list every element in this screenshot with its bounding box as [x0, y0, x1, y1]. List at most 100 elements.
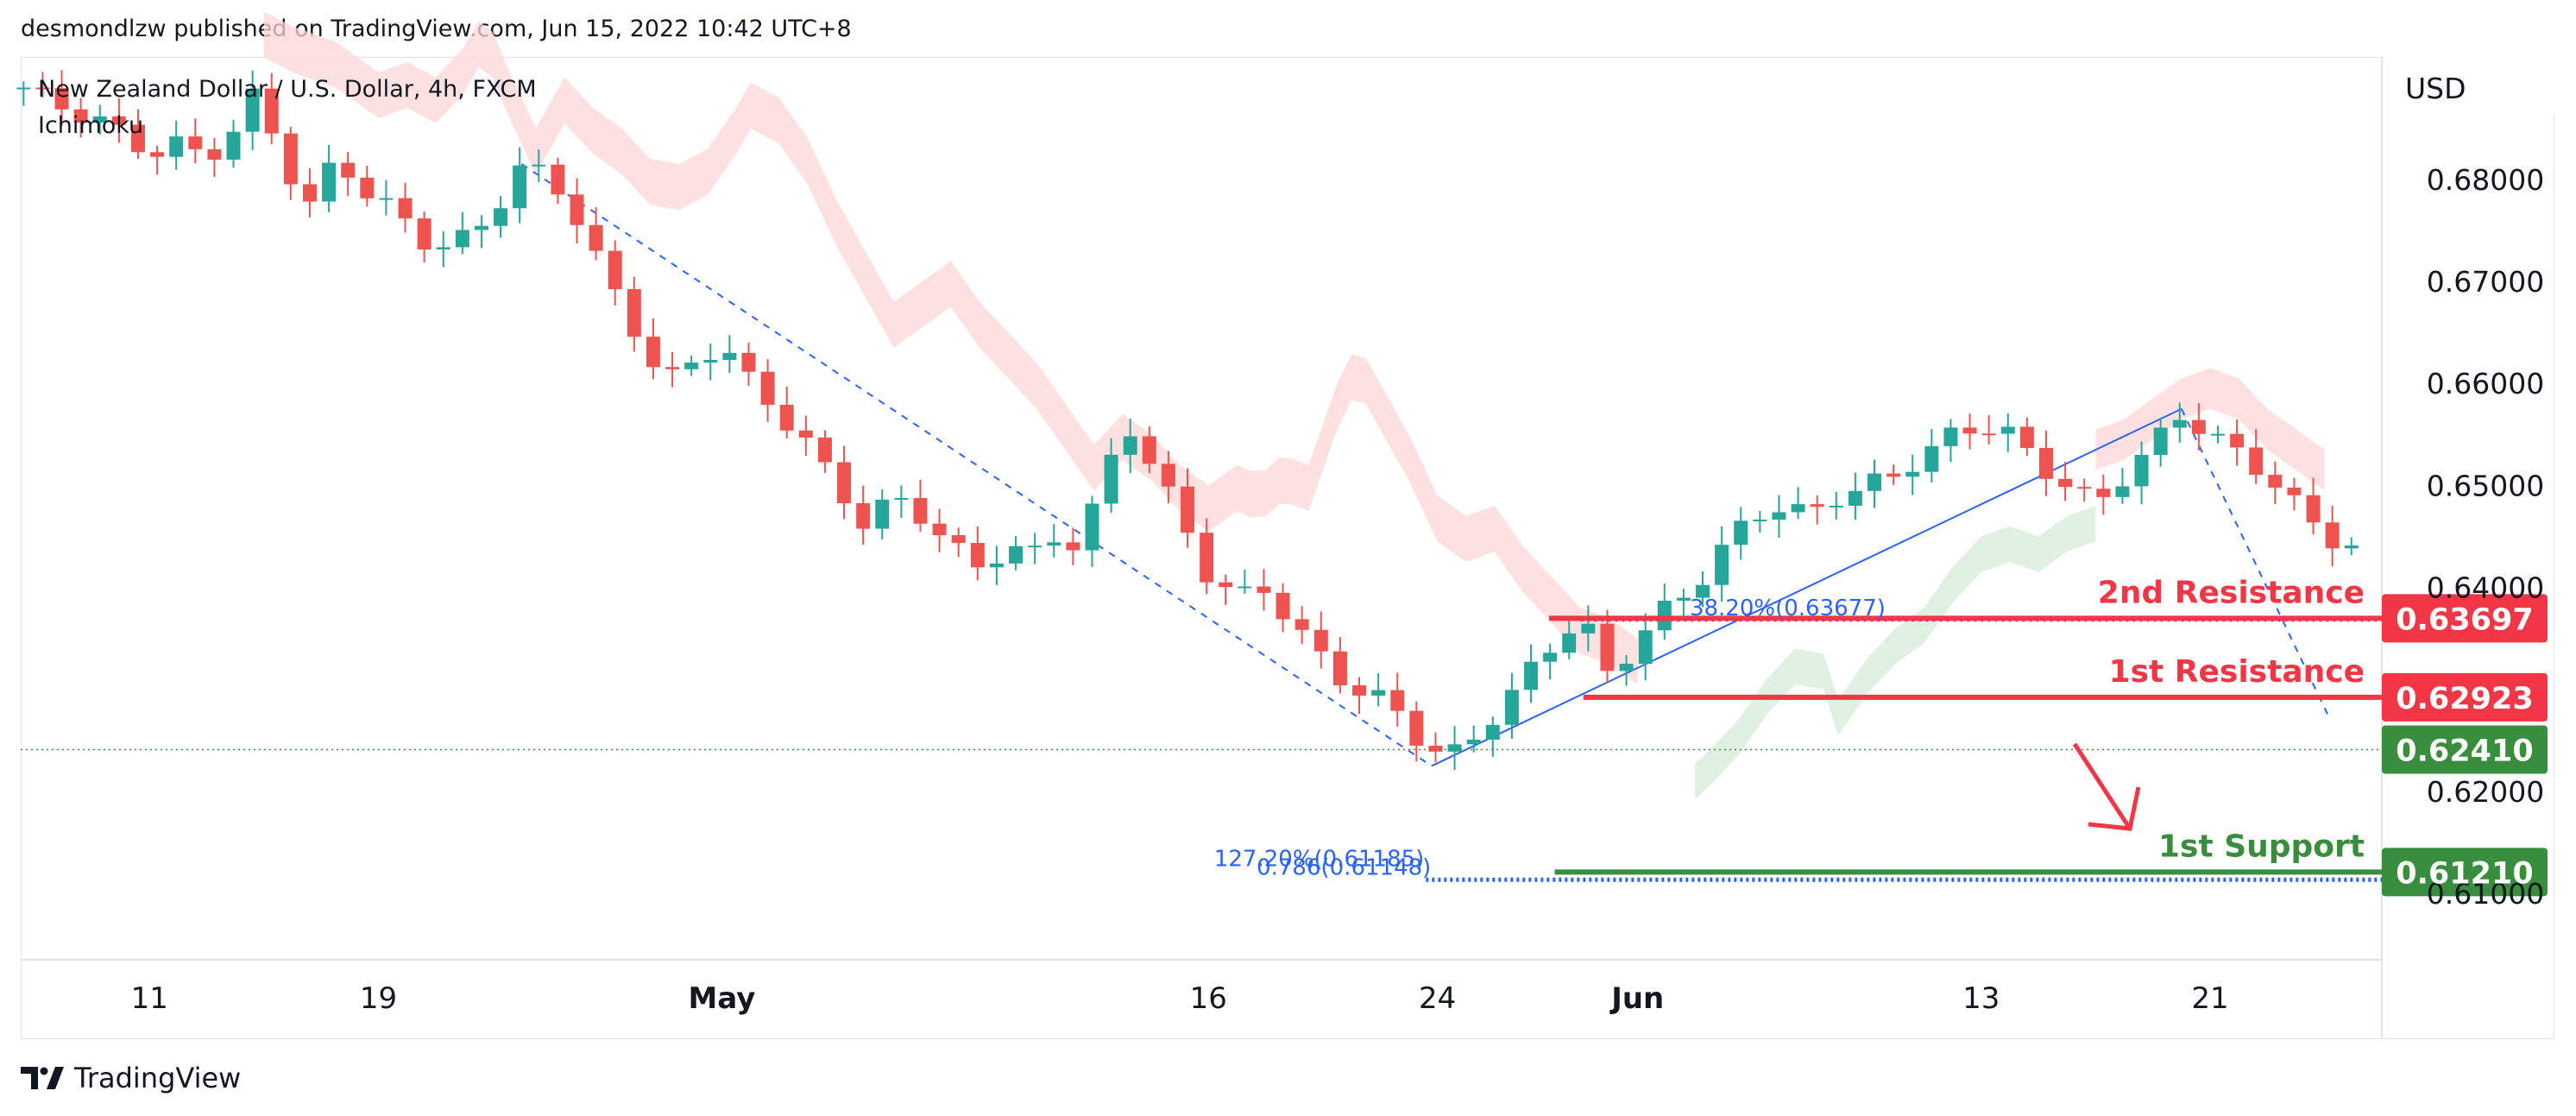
y-tick-label: 0.62000 — [2427, 775, 2544, 809]
candle-body — [1581, 623, 1596, 634]
candle-body — [2191, 419, 2206, 434]
candle-body — [1275, 592, 1290, 620]
candle-body — [1181, 486, 1195, 533]
candle-body — [111, 116, 126, 125]
candle-body — [970, 543, 985, 568]
candle-body — [589, 224, 603, 251]
candle-body — [226, 131, 241, 160]
candle-body — [1066, 542, 1080, 551]
candle-body — [207, 148, 222, 160]
tradingview-logo[interactable]: TradingView — [21, 1062, 241, 1094]
candle-body — [2000, 426, 2015, 434]
candle-body — [360, 177, 375, 199]
y-tick-label: 0.64000 — [2427, 571, 2544, 605]
candle-body — [494, 208, 508, 226]
axis-currency-mask — [2384, 57, 2565, 114]
tradingview-icon — [21, 1067, 64, 1089]
candle-body — [1447, 744, 1462, 752]
candle-body — [1009, 545, 1023, 564]
candle-body — [837, 462, 852, 504]
fib-leg-1 — [520, 163, 1433, 767]
projection-arrowhead-icon — [2088, 786, 2141, 831]
candle-body — [703, 359, 718, 363]
candle-body — [1485, 724, 1500, 740]
candle-body — [608, 250, 622, 289]
candle-body — [1332, 651, 1347, 685]
candle-body — [2077, 487, 2092, 489]
candle-body — [1562, 633, 1577, 653]
candle-body — [2019, 426, 2034, 448]
candle-body — [1543, 653, 1558, 662]
fib-annotation: 127.20%(0.61185) — [1214, 846, 1424, 872]
candle-body — [2325, 522, 2340, 549]
candle-body — [379, 198, 394, 200]
candle-body — [1638, 630, 1653, 665]
candle-body — [627, 288, 641, 337]
candle-body — [779, 404, 794, 431]
candle-body — [73, 109, 88, 123]
candle-body — [188, 136, 203, 149]
support-resistance-levels — [21, 594, 2548, 897]
candle-body — [875, 499, 890, 529]
y-tick-label: 0.66000 — [2427, 367, 2544, 400]
candle-body — [1142, 436, 1156, 464]
candle-body — [2096, 489, 2111, 497]
candle-body — [1772, 512, 1786, 520]
level-name: 1st Resistance — [2109, 654, 2365, 690]
current-price-label: 0.62410 — [2396, 735, 2533, 769]
candle-body — [684, 363, 699, 369]
candle-body — [1313, 629, 1328, 652]
candle-body — [245, 88, 260, 132]
candle-body — [1371, 690, 1386, 696]
candle-body — [1619, 664, 1634, 671]
candle-body — [1238, 586, 1252, 589]
candle-body — [665, 367, 680, 369]
candle-body — [2344, 545, 2359, 549]
candle-body — [2306, 495, 2321, 523]
y-tick-label: 0.61000 — [2427, 877, 2544, 911]
candle-body — [2210, 433, 2225, 436]
candle-body — [722, 352, 737, 360]
x-tick-label: Jun — [1609, 981, 1664, 1016]
level-price-tag — [2382, 672, 2548, 722]
candle-body — [513, 165, 527, 209]
level-price-label: 0.63697 — [2396, 602, 2533, 637]
candle-body — [951, 535, 966, 544]
candle-body — [417, 218, 431, 250]
candle-body — [1943, 427, 1958, 446]
level-name: 1st Support — [2158, 829, 2365, 864]
candle-body — [1600, 623, 1615, 671]
candle-body — [913, 498, 928, 524]
indicator-label: Ichimoku — [38, 112, 143, 139]
candle-body — [1352, 684, 1367, 696]
candle-body — [894, 498, 909, 501]
candle-body — [1905, 471, 1920, 477]
brand-label: TradingView — [74, 1062, 242, 1094]
level-price-label: 0.62923 — [2396, 682, 2533, 716]
candle-body — [1829, 505, 1843, 508]
candle-body — [551, 164, 565, 195]
candle-body — [1524, 661, 1539, 690]
candle-body — [2153, 427, 2168, 456]
candle-body — [1657, 600, 1672, 631]
candle-body — [989, 563, 1004, 568]
candle-body — [1428, 745, 1443, 752]
ichimoku-cloud-bullish — [1695, 506, 2096, 799]
level-name: 2nd Resistance — [2098, 575, 2365, 610]
chart-frame — [21, 57, 2554, 1039]
candle-body — [741, 352, 756, 372]
publisher-credit: desmondlzw published on TradingView.com,… — [21, 16, 852, 42]
candle-body — [2134, 455, 2149, 487]
candle-body — [532, 164, 546, 167]
candle-body — [1696, 584, 1710, 598]
x-tick-label: 21 — [2191, 981, 2228, 1016]
x-tick-label: 16 — [1190, 981, 1227, 1016]
x-tick-label: 24 — [1419, 981, 1456, 1016]
candle-body — [150, 152, 165, 157]
x-tick-label: 11 — [131, 981, 168, 1016]
current-price-tag — [2382, 725, 2548, 774]
candle-body — [54, 88, 69, 110]
candle-body — [2115, 486, 2130, 497]
candle-body — [1257, 586, 1271, 593]
